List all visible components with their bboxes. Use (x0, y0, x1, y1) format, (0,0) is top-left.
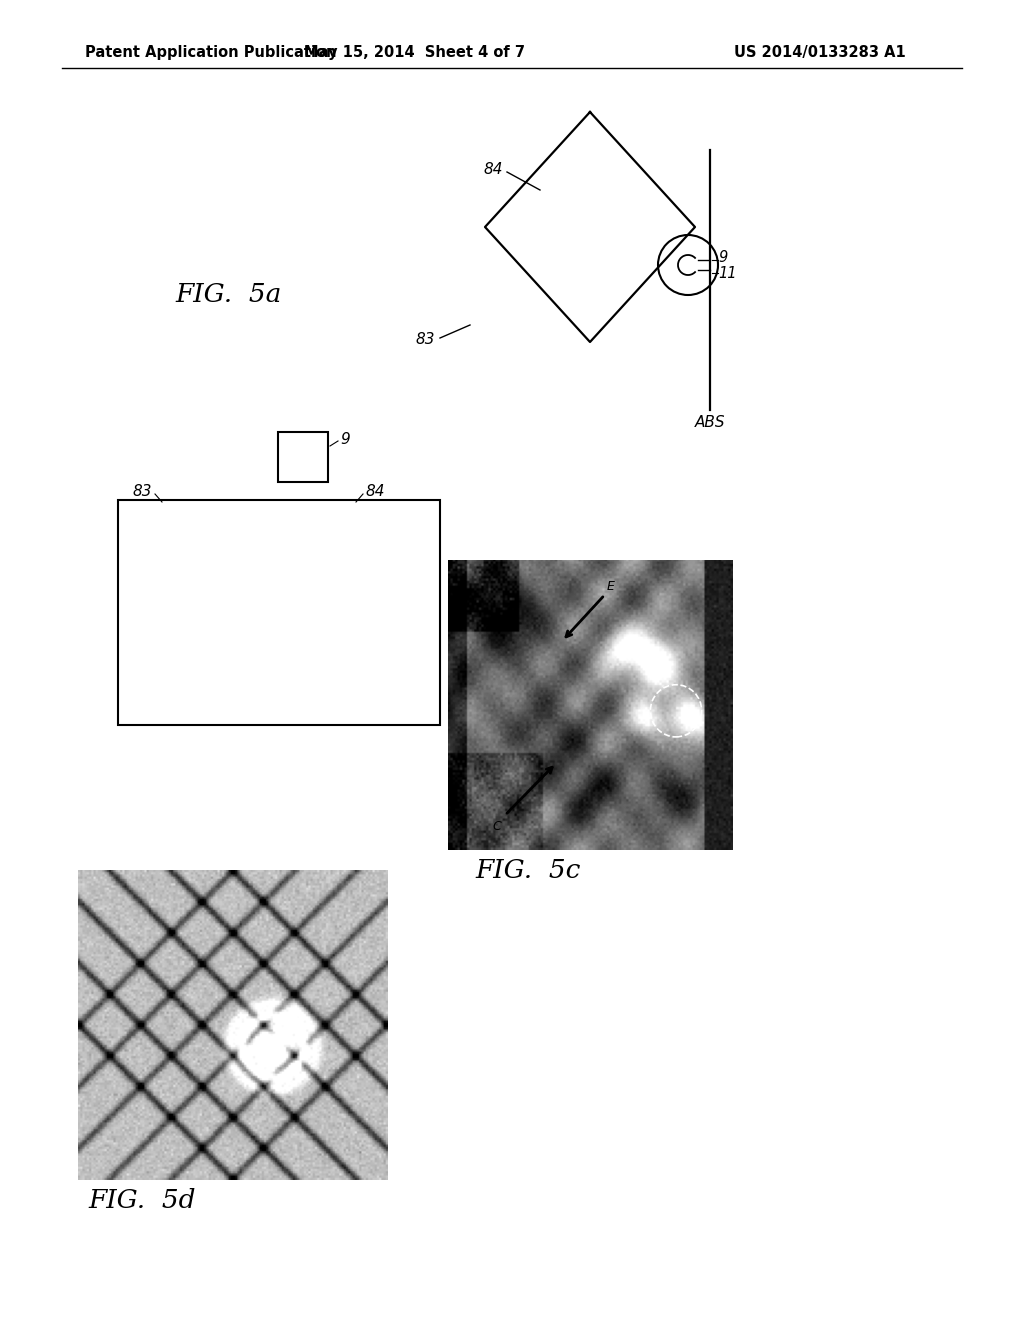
Text: C: C (493, 820, 501, 833)
Text: 9: 9 (718, 251, 727, 265)
Text: FIG.  5c: FIG. 5c (475, 858, 581, 883)
Text: 83: 83 (416, 333, 435, 347)
Text: US 2014/0133283 A1: US 2014/0133283 A1 (734, 45, 906, 59)
Text: May 15, 2014  Sheet 4 of 7: May 15, 2014 Sheet 4 of 7 (304, 45, 525, 59)
Text: FIG.  5d: FIG. 5d (88, 1188, 196, 1213)
Text: 11: 11 (718, 265, 736, 281)
Bar (118, 500, 440, 725)
Text: 9: 9 (340, 433, 350, 447)
Text: Patent Application Publication: Patent Application Publication (85, 45, 337, 59)
Text: ABS: ABS (694, 414, 725, 430)
Text: FIG.  5b: FIG. 5b (550, 607, 657, 632)
Bar (278, 432, 328, 482)
Text: FIG.  5a: FIG. 5a (175, 282, 282, 308)
Text: 84: 84 (365, 484, 384, 499)
Text: E: E (606, 579, 614, 593)
Text: 83: 83 (132, 484, 152, 499)
Text: 84: 84 (483, 162, 503, 177)
